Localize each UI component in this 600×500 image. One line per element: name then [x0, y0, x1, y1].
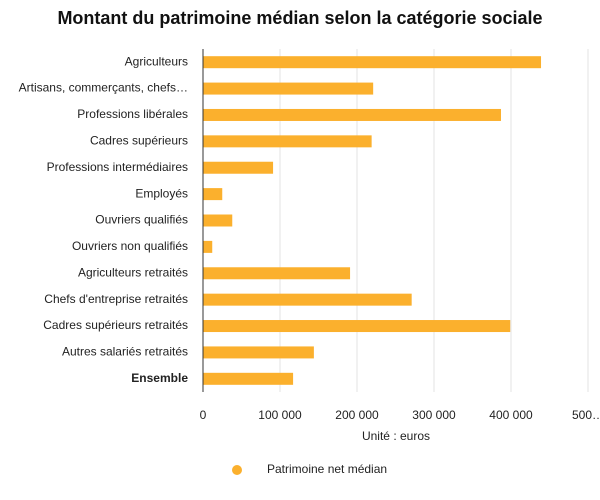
- bar: [203, 161, 274, 174]
- x-tick-label: 500…: [572, 408, 600, 422]
- y-tick-label: Autres salariés retraités: [62, 345, 188, 359]
- x-tick-label: 300 000: [412, 408, 456, 422]
- y-tick-label: Employés: [135, 186, 188, 200]
- bar: [203, 320, 511, 333]
- bar: [203, 267, 351, 280]
- bar: [203, 135, 372, 148]
- bar: [203, 293, 412, 306]
- x-tick-label: 100 000: [258, 408, 302, 422]
- y-tick-label: Agriculteurs retraités: [78, 265, 188, 279]
- bar: [203, 372, 294, 385]
- bar: [203, 82, 374, 95]
- y-tick-label: Agriculteurs: [125, 54, 188, 68]
- bar: [203, 346, 314, 359]
- y-tick-label: Ensemble: [131, 371, 188, 385]
- y-tick-label: Chefs d'entreprise retraités: [44, 292, 188, 306]
- y-tick-label: Ouvriers qualifiés: [95, 213, 188, 227]
- legend-label: Patrimoine net médian: [267, 462, 387, 476]
- y-tick-label: Cadres supérieurs retraités: [43, 318, 188, 332]
- x-tick-label: 0: [200, 408, 207, 422]
- y-tick-label: Ouvriers non qualifiés: [72, 239, 188, 253]
- bar: [203, 56, 542, 69]
- y-tick-label: Professions intermédiaires: [47, 160, 188, 174]
- legend-marker: [232, 465, 242, 475]
- bar: [203, 240, 213, 253]
- bar: [203, 108, 501, 121]
- y-tick-label: Professions libérales: [77, 107, 188, 121]
- y-tick-label: Cadres supérieurs: [90, 134, 188, 148]
- chart-title: Montant du patrimoine médian selon la ca…: [57, 8, 542, 28]
- x-tick-label: 400 000: [489, 408, 533, 422]
- x-axis-title: Unité : euros: [362, 429, 430, 443]
- bar: [203, 188, 223, 201]
- bar: [203, 214, 233, 227]
- y-tick-label: Artisans, commerçants, chefs…: [19, 81, 188, 95]
- x-tick-label: 200 000: [335, 408, 379, 422]
